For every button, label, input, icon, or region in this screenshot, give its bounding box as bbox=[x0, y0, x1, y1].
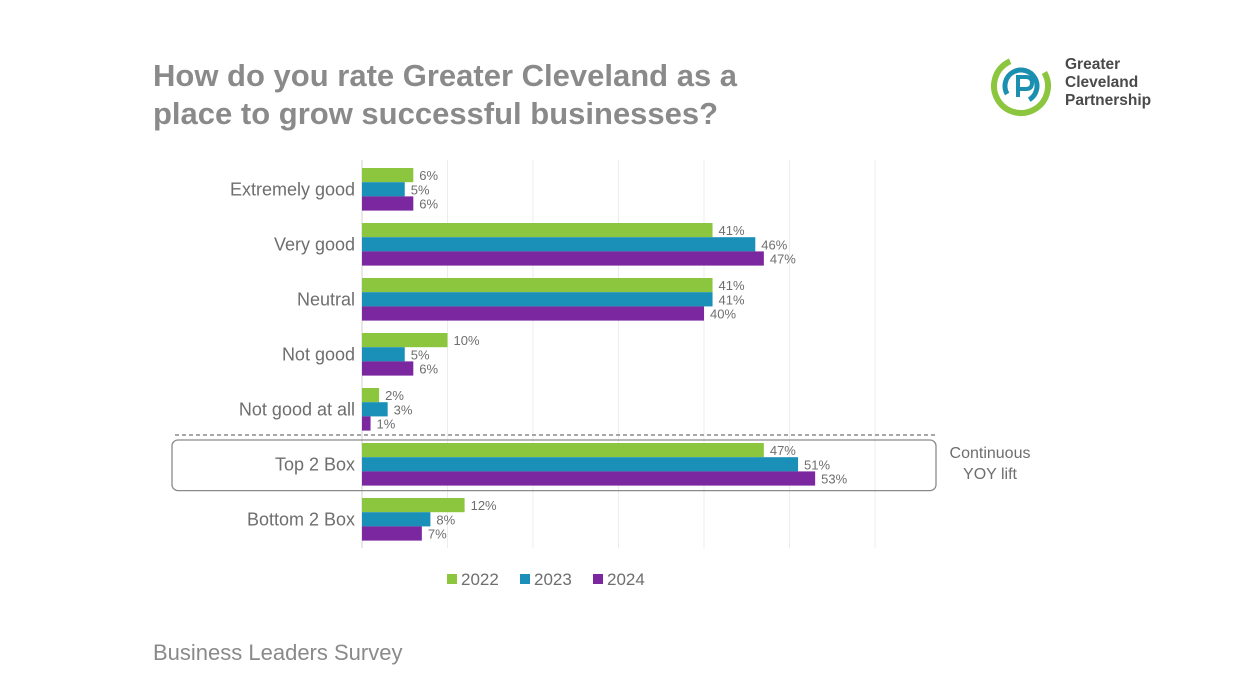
value-label: 1% bbox=[377, 417, 396, 432]
highlight-box bbox=[171, 439, 937, 492]
bar-2024 bbox=[362, 251, 764, 266]
bar-2022 bbox=[362, 278, 713, 293]
value-label: 41% bbox=[719, 278, 745, 293]
bar-2022 bbox=[362, 443, 764, 458]
category-label: Neutral bbox=[297, 289, 355, 309]
bar-2024 bbox=[362, 526, 422, 541]
value-label: 53% bbox=[821, 472, 847, 487]
bar-2022 bbox=[362, 388, 380, 403]
value-label: 6% bbox=[419, 197, 438, 212]
bar-2022 bbox=[362, 498, 465, 513]
value-label: 10% bbox=[454, 333, 480, 348]
bar-2023 bbox=[362, 457, 799, 472]
bar-2022 bbox=[362, 168, 414, 183]
legend-label: 2023 bbox=[534, 570, 572, 589]
logo-line-1: Greater bbox=[1065, 56, 1121, 73]
bar-2024 bbox=[362, 196, 414, 211]
bar-2023 bbox=[362, 347, 405, 362]
category-label: Top 2 Box bbox=[275, 454, 355, 474]
value-label: 41% bbox=[719, 292, 745, 307]
value-label: 12% bbox=[471, 498, 497, 513]
value-label: 46% bbox=[761, 237, 787, 252]
title-line-1: How do you rate Greater Cleveland as a bbox=[153, 58, 738, 93]
annotation-text: Continuous YOY lift bbox=[950, 445, 1031, 483]
value-label: 2% bbox=[385, 388, 404, 403]
logo-line-3: Partnership bbox=[1065, 92, 1152, 109]
value-label: 7% bbox=[428, 527, 447, 542]
gcp-logo-icon bbox=[991, 56, 1051, 116]
category-label: Bottom 2 Box bbox=[247, 509, 355, 529]
bar-2023 bbox=[362, 512, 431, 527]
bar-2023 bbox=[362, 402, 388, 417]
bar-2023 bbox=[362, 292, 713, 307]
title-line-2: place to grow successful businesses? bbox=[153, 96, 719, 131]
legend-label: 2022 bbox=[461, 570, 499, 589]
value-label: 3% bbox=[394, 402, 413, 417]
category-label: Not good at all bbox=[239, 399, 355, 419]
bar-2024 bbox=[362, 361, 414, 376]
value-label: 6% bbox=[419, 168, 438, 183]
category-label: Very good bbox=[274, 234, 355, 254]
bar-2022 bbox=[362, 223, 713, 238]
partnership-logo: Greater Cleveland Partnership bbox=[988, 53, 1178, 119]
bar-2024 bbox=[362, 306, 704, 321]
value-label: 47% bbox=[770, 443, 796, 458]
logo-line-2: Cleveland bbox=[1065, 74, 1139, 91]
category-label: Not good bbox=[282, 344, 355, 364]
value-label: 40% bbox=[710, 307, 736, 322]
chart-title: How do you rate Greater Cleveland as a p… bbox=[153, 57, 913, 133]
bar-2022 bbox=[362, 333, 448, 348]
logo-wordmark: Greater Cleveland Partnership bbox=[1065, 56, 1151, 110]
value-label: 41% bbox=[719, 223, 745, 238]
bar-2024 bbox=[362, 471, 816, 486]
legend-swatch-2022 bbox=[447, 574, 457, 584]
value-label: 5% bbox=[411, 182, 430, 197]
footer-source: Business Leaders Survey bbox=[153, 640, 403, 665]
category-label: Extremely good bbox=[230, 179, 355, 199]
bar-2024 bbox=[362, 416, 371, 431]
legend-swatch-2024 bbox=[593, 574, 603, 584]
value-label: 51% bbox=[804, 457, 830, 472]
value-label: 47% bbox=[770, 252, 796, 267]
bar-2023 bbox=[362, 237, 756, 252]
legend-swatch-2023 bbox=[520, 574, 530, 584]
bar-2023 bbox=[362, 182, 405, 197]
legend-label: 2024 bbox=[607, 570, 645, 589]
value-label: 8% bbox=[436, 512, 455, 527]
value-label: 5% bbox=[411, 347, 430, 362]
value-label: 6% bbox=[419, 362, 438, 377]
